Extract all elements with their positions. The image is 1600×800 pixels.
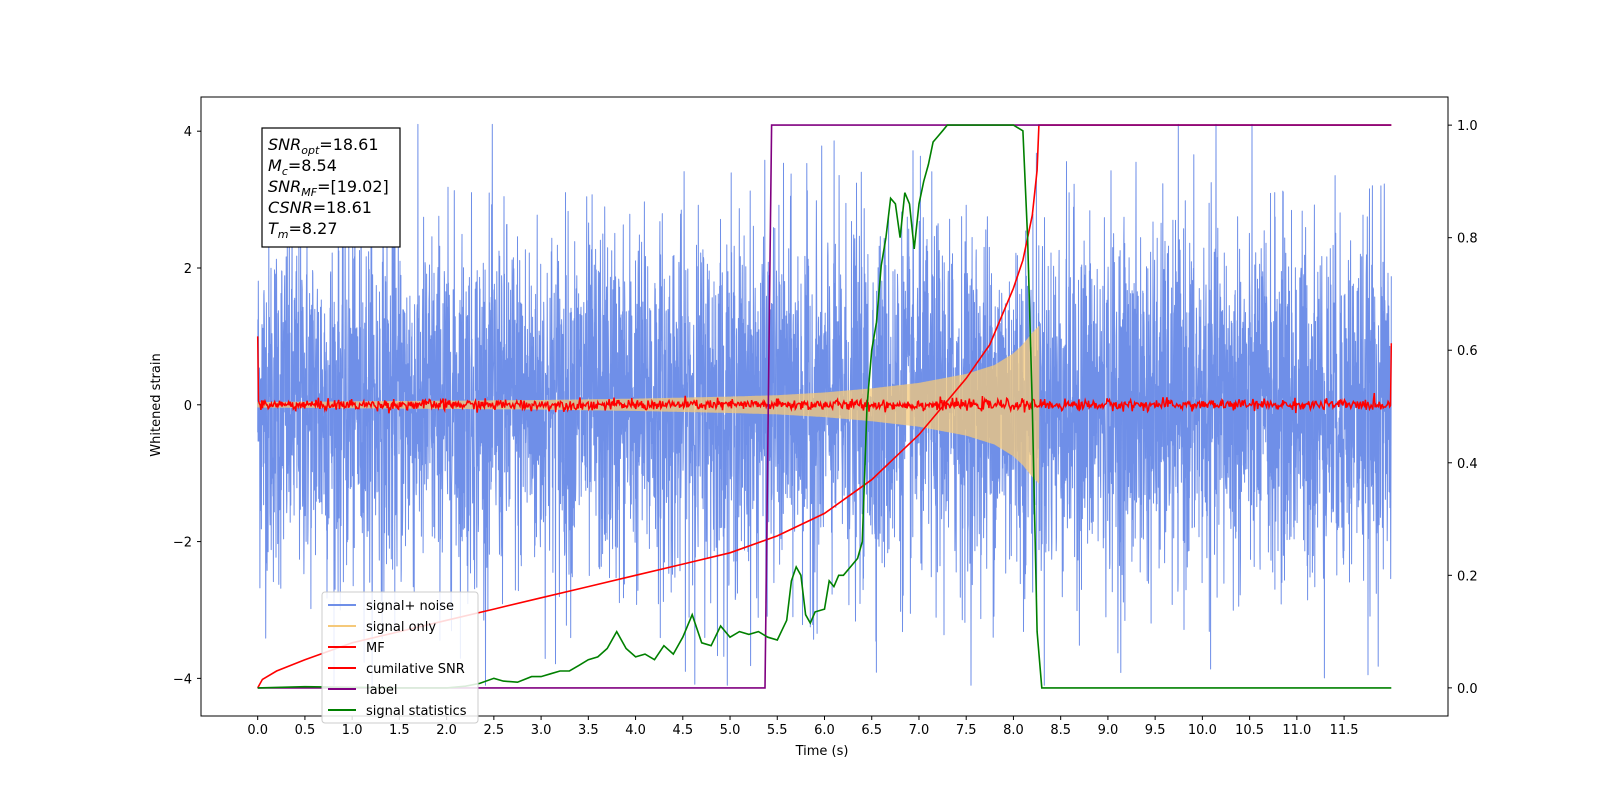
y-axis-label: Whitened strain [149, 353, 164, 456]
x-tick-label: 8.0 [1003, 723, 1024, 738]
x-tick-label: 4.5 [672, 723, 693, 738]
x-axis-label: Time (s) [795, 744, 849, 759]
x-tick-label: 0.0 [247, 723, 268, 738]
series-mf [256, 336, 1393, 414]
legend: signal+ noise signal only MF cumilative SNR… [321, 591, 479, 724]
series-label [257, 124, 1392, 689]
y2-tick-label: 1.0 [1457, 119, 1478, 134]
y2-tick-label: 0.2 [1457, 569, 1478, 584]
x-tick-label: 2.5 [484, 723, 505, 738]
annotation-box: SNRopt=18.61Mc=8.54SNRMF=[19.02]CSNR=18.… [261, 127, 401, 248]
legend-label: signal only [366, 620, 436, 635]
x-tick-label: 11.0 [1282, 723, 1311, 738]
series-signal-noise [257, 123, 1392, 686]
annotation-line: CSNR=18.61 [268, 198, 372, 217]
x-tick-label: 3.5 [578, 723, 599, 738]
y-tick-label: −2 [173, 536, 192, 551]
x-tick-label: 10.0 [1188, 723, 1217, 738]
annotation-line: SNRopt=18.61 [268, 135, 379, 157]
y-tick-label: 0 [184, 399, 192, 414]
x-tick-label: 7.0 [909, 723, 930, 738]
x-tick-label: 8.5 [1050, 723, 1071, 738]
legend-label: cumilative SNR [366, 662, 465, 677]
y2-tick-label: 0.6 [1457, 344, 1478, 359]
y2-tick-label: 0.4 [1457, 457, 1478, 472]
y-tick-label: 4 [184, 125, 192, 140]
x-tick-label: 5.0 [720, 723, 741, 738]
y2-tick-label: 0.8 [1457, 232, 1478, 247]
annotation-line: Mc=8.54 [268, 156, 337, 178]
x-tick-label: 0.5 [295, 723, 316, 738]
legend-label: signal+ noise [366, 599, 454, 614]
annotation-frame [261, 127, 401, 248]
x-tick-label: 11.5 [1330, 723, 1359, 738]
legend-label: signal statistics [366, 704, 467, 719]
x-tick-label: 2.0 [436, 723, 457, 738]
x-tick-label: 1.0 [342, 723, 363, 738]
x-tick-label: 1.5 [389, 723, 410, 738]
y-tick-label: −4 [173, 672, 192, 687]
x-tick-label: 6.0 [814, 723, 835, 738]
y-tick-label: 2 [184, 262, 192, 277]
legend-frame [321, 591, 479, 724]
legend-label: MF [366, 641, 385, 656]
x-tick-label: 9.5 [1145, 723, 1166, 738]
annotation-line: Tm=8.27 [268, 219, 338, 241]
legend-label: label [366, 683, 397, 698]
x-tick-label: 5.5 [767, 723, 788, 738]
axes: 0.0 0.5 1.0 1.5 2.0 2.5 3.0 3.5 4.0 4.5 5.0 5.5 6.0 6… [173, 96, 1478, 738]
x-tick-label: 4.0 [625, 723, 646, 738]
x-tick-label: 6.5 [861, 723, 882, 738]
annotation-line: SNRMF=[19.02] [268, 177, 389, 199]
y2-tick-label: 0.0 [1457, 682, 1478, 697]
x-tick-label: 10.5 [1235, 723, 1264, 738]
x-tick-label: 3.0 [531, 723, 552, 738]
x-tick-label: 7.5 [956, 723, 977, 738]
x-tick-label: 9.0 [1098, 723, 1119, 738]
series-stats [257, 124, 1392, 689]
